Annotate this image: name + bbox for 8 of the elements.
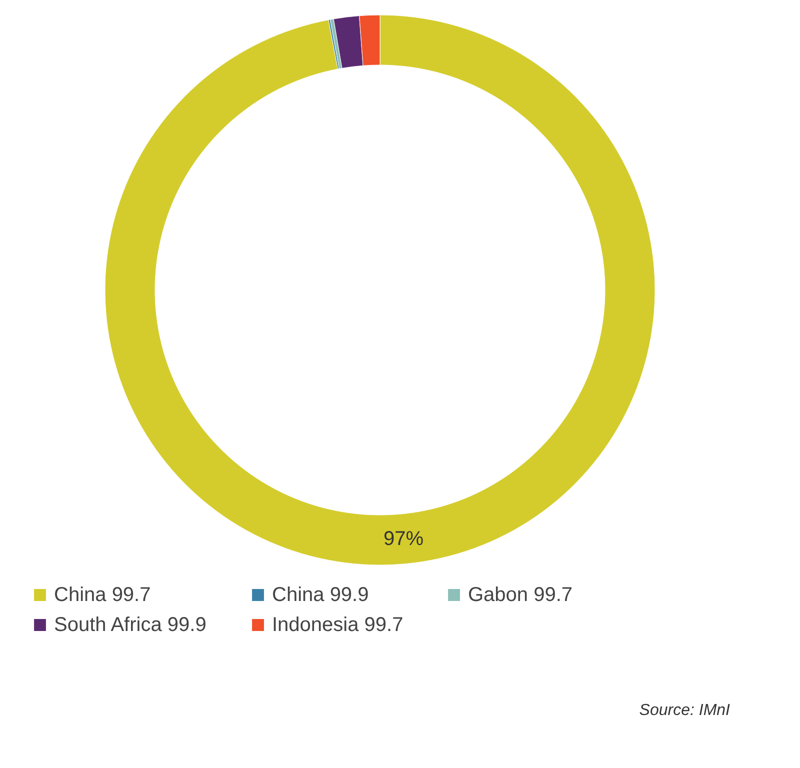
legend-label: China 99.7 <box>54 584 151 606</box>
donut-slice <box>105 14 656 566</box>
data-label: 97% <box>384 528 424 550</box>
legend-label: Gabon 99.7 <box>468 584 573 606</box>
legend-label: Indonesia 99.7 <box>272 614 404 636</box>
legend-label: China 99.9 <box>272 584 369 606</box>
legend-label: South Africa 99.9 <box>54 614 206 636</box>
source-note: Source: IMnI <box>639 702 731 719</box>
